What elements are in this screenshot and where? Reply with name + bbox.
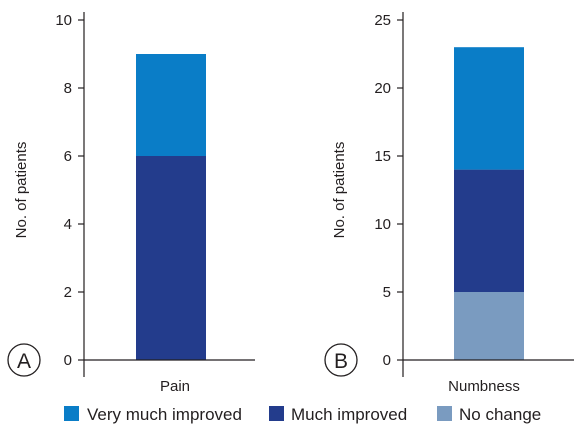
panel-b-y-tick-label: 0: [383, 352, 391, 369]
panel-a-y-tick-label: 6: [64, 148, 72, 165]
panel-a-bar-much-improved: [136, 156, 206, 360]
panel-a-y-tick-label: 10: [55, 12, 72, 29]
panel-a-y-tick-label: 4: [64, 216, 72, 233]
panel-b-bar-very-much-improved: [454, 47, 524, 170]
panel-b-y-tick-label: 5: [383, 284, 391, 301]
panel-b-y-tick-label: 10: [374, 216, 391, 233]
legend: Very much improved Much improved No change: [64, 405, 541, 424]
panel-b-letter-badge: [324, 343, 358, 377]
panel-a-letter: A: [17, 350, 31, 373]
legend-swatch-very-much-improved: [64, 406, 79, 421]
panel-a-bar-very-much-improved: [136, 54, 206, 156]
legend-swatch-much-improved: [269, 406, 284, 421]
panel-a-letter-badge: [7, 343, 41, 377]
panel-b-y-tick-label: 15: [374, 148, 391, 165]
panel-a-y-axis-title: No. of patients: [13, 142, 30, 239]
panel-b-y-tick-label: 25: [374, 12, 391, 29]
panel-b-bar-much-improved: [454, 169, 524, 292]
panel-b-letter: B: [334, 350, 348, 373]
chart-panel-a: 0 2 4 6 8 10 No. of patients Pain A: [7, 12, 255, 395]
legend-label-very-much-improved: Very much improved: [87, 405, 242, 424]
legend-swatch-no-change: [437, 406, 452, 421]
panel-b-y-axis-title: No. of patients: [331, 142, 348, 239]
panel-a-y-tick-label: 2: [64, 284, 72, 301]
panel-b-y-tick-label: 20: [374, 80, 391, 97]
panel-a-y-tick-label: 0: [64, 352, 72, 369]
panel-b-category-label: Numbness: [448, 378, 520, 395]
chart-panel-b: 0 5 10 15 20 25 No. of patients Numbness B: [324, 12, 574, 395]
panel-b-bar-no-change: [454, 292, 524, 360]
panel-a-category-label: Pain: [160, 378, 190, 395]
legend-label-no-change: No change: [459, 405, 541, 424]
panel-a-y-tick-label: 8: [64, 80, 72, 97]
legend-label-much-improved: Much improved: [291, 405, 407, 424]
